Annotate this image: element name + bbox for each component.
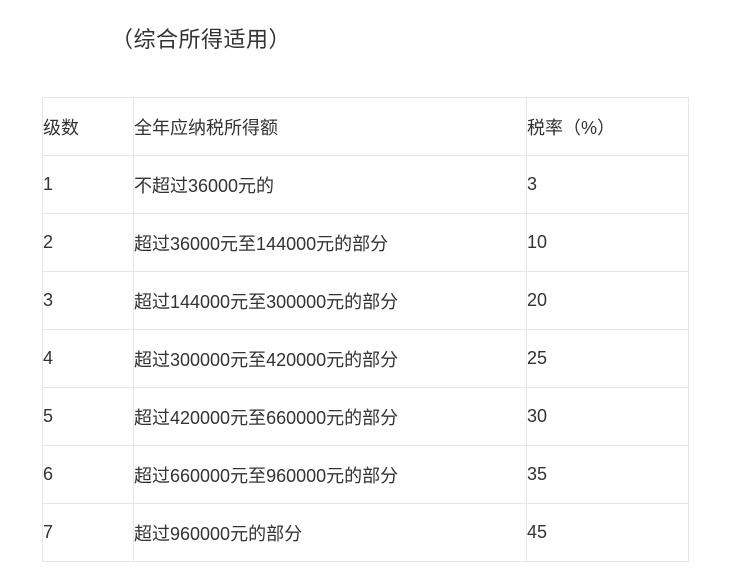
cell-rate: 45	[526, 503, 689, 562]
cell-income: 超过36000元至144000元的部分	[133, 213, 527, 272]
table-row: 7 超过960000元的部分 45	[42, 503, 689, 562]
cell-income: 超过420000元至660000元的部分	[133, 387, 527, 446]
cell-income: 超过144000元至300000元的部分	[133, 271, 527, 330]
cell-level: 3	[42, 271, 134, 330]
cell-level: 2	[42, 213, 134, 272]
table-row: 4 超过300000元至420000元的部分 25	[42, 329, 689, 388]
cell-rate: 30	[526, 387, 689, 446]
cell-income: 不超过36000元的	[133, 155, 527, 214]
page-title: （综合所得适用）	[111, 27, 292, 52]
table-row: 6 超过660000元至960000元的部分 35	[42, 445, 689, 504]
header-cell-level: 级数	[42, 97, 134, 156]
table-header: 级数 全年应纳税所得额 税率（%）	[42, 97, 689, 156]
table-row: 5 超过420000元至660000元的部分 30	[42, 387, 689, 446]
table-row: 1 不超过36000元的 3	[42, 155, 689, 214]
cell-rate: 10	[526, 213, 689, 272]
cell-level: 6	[42, 445, 134, 504]
header-row: 级数 全年应纳税所得额 税率（%）	[42, 97, 689, 156]
cell-rate: 20	[526, 271, 689, 330]
cell-rate: 3	[526, 155, 689, 214]
tax-rate-table: 级数 全年应纳税所得额 税率（%） 1 不超过36000元的 3 2 超过360…	[42, 97, 689, 562]
cell-income: 超过960000元的部分	[133, 503, 527, 562]
cell-level: 7	[42, 503, 134, 562]
cell-income: 超过300000元至420000元的部分	[133, 329, 527, 388]
cell-income: 超过660000元至960000元的部分	[133, 445, 527, 504]
cell-level: 4	[42, 329, 134, 388]
cell-level: 5	[42, 387, 134, 446]
header-cell-income: 全年应纳税所得额	[133, 97, 527, 156]
cell-rate: 25	[526, 329, 689, 388]
header-cell-rate: 税率（%）	[526, 97, 689, 156]
cell-rate: 35	[526, 445, 689, 504]
cell-level: 1	[42, 155, 134, 214]
table-row: 2 超过36000元至144000元的部分 10	[42, 213, 689, 272]
table-row: 3 超过144000元至300000元的部分 20	[42, 271, 689, 330]
table-body: 1 不超过36000元的 3 2 超过36000元至144000元的部分 10 …	[42, 155, 689, 562]
